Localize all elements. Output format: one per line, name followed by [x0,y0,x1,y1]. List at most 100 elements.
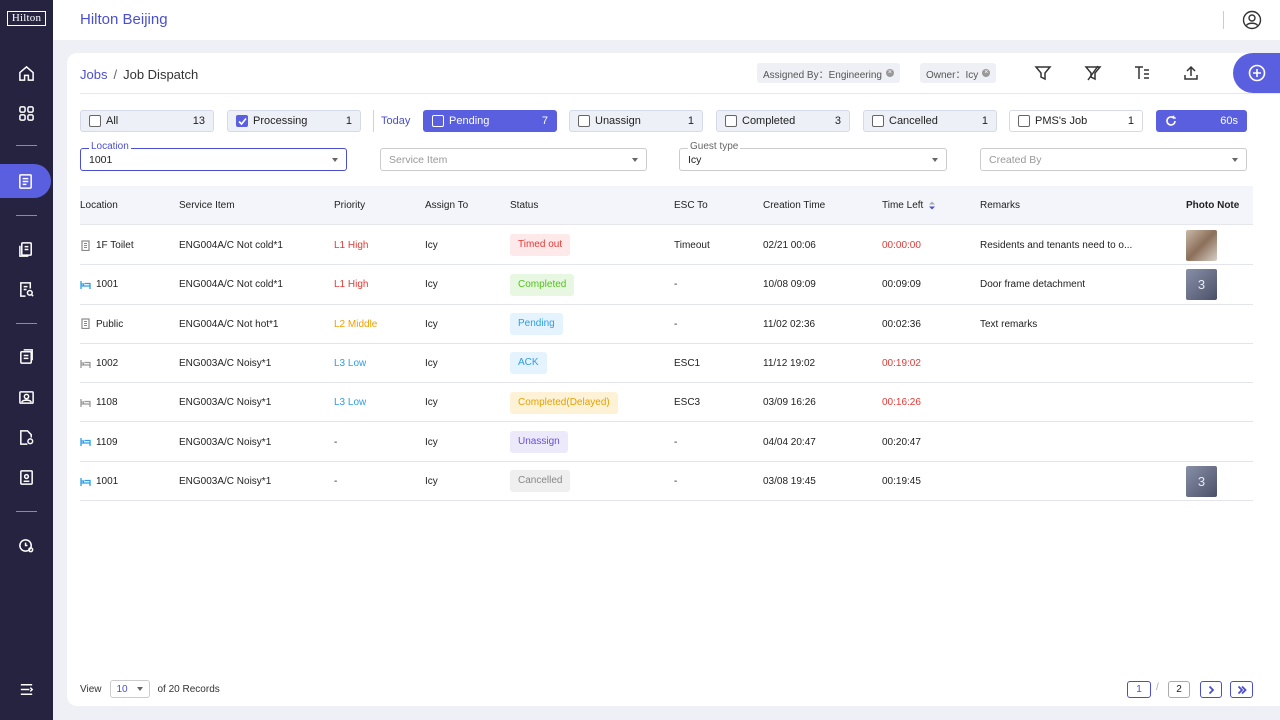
cell-left: 00:19:45 [882,475,921,487]
nav-reports[interactable] [0,274,53,304]
location-select[interactable]: Location 1001 [80,141,347,171]
checkbox[interactable] [725,115,737,127]
user-account-icon[interactable] [1242,10,1262,30]
service-item-select[interactable]: Service Item [380,148,647,171]
filter-icon [1034,66,1052,81]
cell-status: Unassign [510,423,568,462]
filter-button[interactable] [1034,64,1052,82]
bed-icon [80,359,91,368]
cell-priority: L1 High [334,240,369,251]
created-by-select[interactable]: Created By [980,148,1247,171]
breadcrumb-jobs[interactable]: Jobs [80,67,108,82]
guest-type-field-label: Guest type [688,141,741,152]
table-row[interactable]: 1001 ENG004A/C Not cold*1 L1 High Icy Comple… [80,265,1253,305]
today-label[interactable]: Today [373,110,410,132]
remove-filter-icon[interactable]: × [885,69,894,77]
clock-settings-icon [19,538,34,552]
nav-job-dispatch[interactable] [0,164,51,198]
hotel-name[interactable]: Hilton Beijing [80,11,168,28]
chevron-down-icon [332,157,338,162]
auto-refresh-button[interactable]: 60s [1156,110,1247,132]
clipboard-icon [20,348,33,364]
refresh-interval: 60s [1220,115,1238,127]
created-by-placeholder: Created By [989,153,1042,166]
cell-esc: - [674,318,678,330]
sidebar: Hilton [0,0,53,720]
header-divider [80,93,1280,94]
sort-icon[interactable] [929,201,936,210]
nav-home[interactable] [0,58,53,88]
col-priority[interactable]: Priority [334,200,366,211]
table-row[interactable]: Public ENG004A/C Not hot*1 L2 Middle Icy Pen… [80,305,1253,344]
nav-dashboard[interactable] [0,98,53,128]
nav-gallery[interactable] [0,382,53,412]
last-page-button[interactable] [1230,681,1253,698]
status-filter-pms-job[interactable]: PMS's Job 1 [1009,110,1143,132]
col-esc-to[interactable]: ESC To [674,200,708,211]
checkbox[interactable] [432,115,444,127]
status-filter-all[interactable]: All 13 [80,110,214,132]
table-row[interactable]: 1108 ENG003A/C Noisy*1 L3 Low Icy Completed(… [80,383,1253,423]
export-button[interactable] [1182,64,1200,82]
checkbox[interactable] [89,115,101,127]
col-service-item[interactable]: Service Item [179,200,235,211]
table-row[interactable]: 1109 ENG003A/C Noisy*1 - Icy Unassign - 04/04 … [80,423,1253,462]
photo-note-thumbnail[interactable]: 3 [1186,465,1217,497]
col-photo-note[interactable]: Photo Note [1186,200,1240,211]
filter-tag-assigned-by[interactable]: Assigned By：Engineering × [757,63,900,83]
status-filter-completed[interactable]: Completed 3 [716,110,850,132]
checkbox[interactable] [1018,115,1030,127]
location-text: 1001 [96,279,119,291]
image-icon [19,390,34,404]
photo-note-thumbnail[interactable]: 3 [1186,269,1217,301]
nav-menu[interactable] [0,674,53,704]
page-size-select[interactable]: 10 [109,680,150,698]
col-status[interactable]: Status [510,200,539,211]
status-filter-processing[interactable]: Processing 1 [227,110,361,132]
nav-clipboard[interactable] [0,341,53,371]
col-location[interactable]: Location [80,200,118,211]
cell-created: 03/09 16:26 [763,397,816,409]
column-settings-button[interactable] [1133,64,1151,82]
grid-icon [19,105,34,121]
photo-note-thumbnail[interactable] [1186,230,1217,261]
cell-remarks [980,383,1150,422]
col-remarks[interactable]: Remarks [980,200,1021,211]
nav-schedule[interactable] [0,530,53,560]
col-creation-time[interactable]: Creation Time [763,200,826,211]
checkbox-checked[interactable] [236,115,248,127]
table-header: Location Service Item Priority Assign To… [80,186,1253,225]
page-2-button[interactable]: 2 [1168,681,1190,698]
status-filter-pending[interactable]: Pending 7 [423,110,557,132]
filter-tag-owner[interactable]: Owner：Icy × [920,63,997,83]
col-assign-to[interactable]: Assign To [425,200,469,211]
status-filter-cancelled[interactable]: Cancelled 1 [863,110,997,132]
status-filter-unassign[interactable]: Unassign 1 [569,110,703,132]
table-row[interactable]: 1002 ENG003A/C Noisy*1 L3 Low Icy ACK ESC1 11/… [80,344,1253,384]
sidebar-divider [16,145,37,146]
checkbox[interactable] [578,115,590,127]
chevron-down-icon [136,687,143,691]
location-text: 1F Toilet [96,240,134,251]
col-time-left[interactable]: Time Left [882,186,936,225]
clear-filter-button[interactable] [1084,64,1102,82]
cell-esc: Timeout [674,240,710,251]
guest-type-select[interactable]: Guest type Icy [679,141,947,171]
nav-files[interactable] [0,422,53,452]
nav-badges[interactable] [0,462,53,492]
table-row[interactable]: 1001 ENG003A/C Noisy*1 - Icy Cancelled - 03/08… [80,462,1253,502]
cell-status: ACK [510,344,547,383]
checkbox[interactable] [872,115,884,127]
upload-icon [1184,65,1198,80]
pagination-footer: View 10 of 20 Records [80,680,220,698]
remove-filter-icon[interactable]: × [982,69,991,77]
page-1-button[interactable]: 1 [1127,681,1151,698]
add-job-button[interactable] [1233,53,1280,93]
next-page-button[interactable] [1200,681,1222,698]
nav-documents[interactable] [0,234,53,264]
job-dispatch-icon [19,173,32,189]
cell-location: 1108 [80,383,118,422]
breadcrumb: Jobs / Job Dispatch [80,67,198,82]
filter-tag-label: Assigned By：Engineering [763,69,882,81]
table-row[interactable]: 1F Toilet ENG004A/C Not cold*1 L1 High Icy T… [80,226,1253,266]
